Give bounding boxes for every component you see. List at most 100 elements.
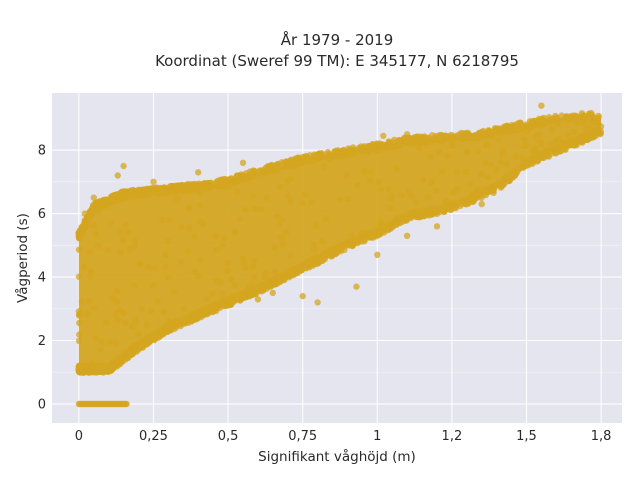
data-point xyxy=(86,368,94,376)
data-point xyxy=(359,229,366,236)
data-point xyxy=(325,248,332,255)
data-point xyxy=(442,198,450,205)
data-point xyxy=(440,136,447,143)
data-point xyxy=(441,203,448,210)
data-point xyxy=(123,400,130,408)
data-point xyxy=(185,187,193,194)
data-point xyxy=(159,216,166,223)
y-axis-ticks: 0 2 4 6 8 xyxy=(38,144,46,413)
data-point xyxy=(495,137,502,144)
data-point xyxy=(75,246,83,253)
data-point xyxy=(555,145,562,152)
data-point xyxy=(85,298,93,305)
data-points xyxy=(75,102,605,408)
data-point xyxy=(209,290,216,297)
data-point xyxy=(165,274,172,281)
data-point xyxy=(131,282,138,289)
data-point xyxy=(382,226,389,234)
data-point xyxy=(230,294,237,302)
data-point xyxy=(478,170,485,177)
data-point xyxy=(420,176,427,183)
data-point xyxy=(462,168,470,176)
data-point xyxy=(232,229,239,236)
data-point xyxy=(447,201,454,208)
data-point xyxy=(262,274,269,281)
data-point xyxy=(122,319,129,327)
data-point xyxy=(278,234,286,241)
data-point xyxy=(367,169,374,176)
data-point xyxy=(393,165,400,173)
data-point xyxy=(92,230,99,237)
data-point xyxy=(363,146,370,154)
data-point xyxy=(132,237,139,245)
data-point xyxy=(112,311,120,319)
data-point xyxy=(254,296,262,303)
data-point xyxy=(299,200,306,207)
data-point xyxy=(280,271,287,278)
data-point xyxy=(162,264,169,271)
data-point xyxy=(464,149,471,156)
data-point xyxy=(213,233,220,240)
data-point xyxy=(76,312,83,319)
data-point xyxy=(213,246,220,253)
data-point xyxy=(236,216,244,223)
data-point xyxy=(478,200,485,208)
data-point xyxy=(454,200,462,207)
data-point xyxy=(314,299,321,306)
data-point xyxy=(94,242,102,249)
data-point xyxy=(538,102,545,109)
data-point xyxy=(423,211,431,218)
data-point xyxy=(263,194,270,202)
data-point xyxy=(534,158,541,165)
data-point xyxy=(114,191,121,198)
data-point xyxy=(482,192,489,199)
data-point xyxy=(191,233,198,240)
data-point xyxy=(436,148,443,156)
data-point xyxy=(303,259,311,267)
data-point xyxy=(203,295,210,303)
data-point xyxy=(578,138,585,145)
chart-title-line-2: Koordinat (Sweref 99 TM): E 345177, N 62… xyxy=(155,52,519,70)
data-point xyxy=(289,159,296,166)
data-point xyxy=(221,235,228,242)
data-point xyxy=(389,223,397,230)
data-point xyxy=(311,256,319,263)
data-point xyxy=(268,161,275,169)
data-point xyxy=(283,229,290,236)
y-tick-label: 6 xyxy=(38,207,46,222)
data-point xyxy=(520,125,527,133)
data-point xyxy=(574,116,582,123)
y-axis-title: Vågperiod (s) xyxy=(14,213,31,303)
data-point xyxy=(119,236,127,243)
data-point xyxy=(245,287,252,294)
data-point xyxy=(482,141,490,148)
data-point xyxy=(510,169,517,177)
data-point xyxy=(385,185,392,193)
data-point xyxy=(96,366,104,374)
data-point xyxy=(113,362,120,369)
data-point xyxy=(269,168,277,175)
data-point xyxy=(276,183,283,191)
data-point xyxy=(343,151,351,158)
data-point xyxy=(427,205,434,213)
data-point xyxy=(91,305,98,312)
data-point xyxy=(550,116,557,123)
data-point xyxy=(279,241,286,248)
data-point xyxy=(112,339,120,346)
data-point xyxy=(549,126,556,133)
data-point xyxy=(90,363,97,371)
data-point xyxy=(346,239,354,247)
data-point xyxy=(252,205,259,212)
data-point xyxy=(540,149,547,157)
data-point xyxy=(75,337,83,345)
data-point xyxy=(348,232,355,240)
data-point xyxy=(164,237,172,245)
data-point xyxy=(147,307,155,315)
data-point xyxy=(534,151,541,158)
data-point xyxy=(413,199,420,206)
data-point xyxy=(521,136,528,143)
data-point xyxy=(374,251,381,258)
data-point xyxy=(197,218,204,225)
data-point xyxy=(246,293,254,300)
x-tick-label: 0,5 xyxy=(218,429,239,444)
